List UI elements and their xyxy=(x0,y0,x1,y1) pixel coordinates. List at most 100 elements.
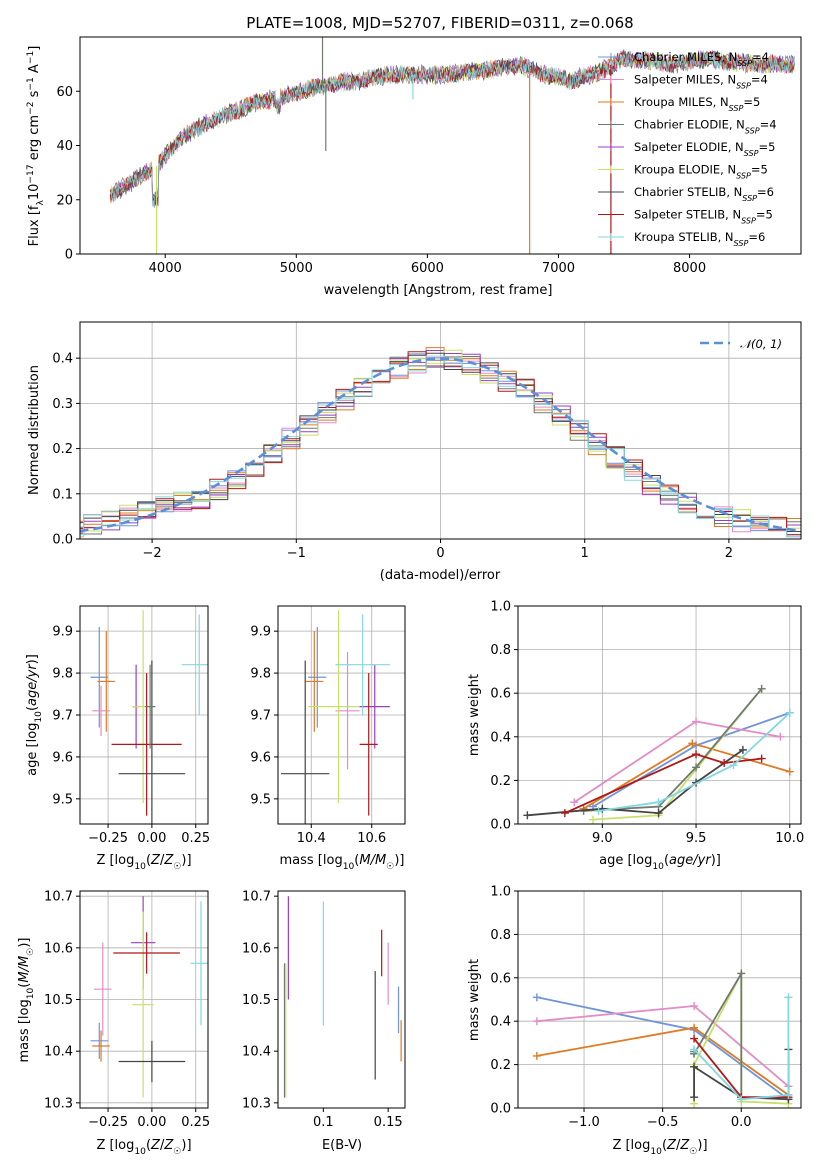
weight-marker xyxy=(594,806,603,815)
weight-marker xyxy=(690,1023,699,1032)
x-axis-label-age-vs-z-part: )] xyxy=(181,853,191,868)
legend-entry-part: =5 xyxy=(756,208,773,222)
y-tick-label: 0.6 xyxy=(490,971,511,986)
legend-entry-part: Kroupa ELODIE, N xyxy=(634,163,736,177)
legend-entry-part: SSP xyxy=(745,126,760,135)
y-axis-label-spectrum: Flux [fλ10−17 erg cm−2 s−1 A−1] xyxy=(26,46,46,247)
y-tick-label: 10.4 xyxy=(242,1045,271,1060)
weight-marker xyxy=(523,811,532,820)
y-tick-label: 0.4 xyxy=(52,352,73,367)
weight-marker xyxy=(737,969,746,978)
x-axis-label-weight-vs-age-part: )] xyxy=(711,853,721,868)
plot-area-weight_vs_age xyxy=(523,684,794,824)
legend-entry-part: =4 xyxy=(751,73,768,87)
axes-age_vs_mass: 10.4 10.6 9.5 9.6 9.7 9.8 9.9 xyxy=(250,605,406,846)
x-tick-label: 10.6 xyxy=(357,831,386,846)
y-tick-label: 9.8 xyxy=(250,667,271,682)
legend-entry-part: Chabrier STELIB, N xyxy=(634,185,742,199)
weight-marker xyxy=(784,993,793,1002)
legend-residuals: 𝒩(0, 1) xyxy=(700,337,782,351)
weight-marker xyxy=(784,1090,793,1099)
y-tick-label: 0.1 xyxy=(52,487,73,502)
normal-curve xyxy=(80,357,801,533)
x-axis-label-weight-vs-z-part: Z xyxy=(679,1138,690,1153)
axes-mass_vs_ebv: 0.1 0.15 10.3 10.4 10.5 10.6 10.7 xyxy=(242,890,406,1130)
weight-line xyxy=(598,712,791,812)
x-axis-label-weight-vs-z-part: Z [log xyxy=(612,1138,650,1153)
y-tick-label: 60 xyxy=(56,85,73,100)
x-axis-label-age-vs-z-part: ☉ xyxy=(173,862,181,872)
x-axis-label-weight-vs-age-part: ( xyxy=(664,853,669,868)
y-tick-label: 0.0 xyxy=(490,1102,511,1117)
x-tick-label: 1 xyxy=(581,546,589,561)
y-axis-label-mass-vs-z-part: ( xyxy=(17,983,32,988)
y-tick-label: 0.0 xyxy=(490,818,511,833)
axes-weight_vs_age: 9.0 9.5 10.0 0.0 0.2 0.4 0.6 0.8 1.0 xyxy=(490,600,804,847)
x-axis-label-spectrum: wavelength [Angstrom, rest frame] xyxy=(324,283,553,298)
weight-marker xyxy=(532,993,541,1002)
weight-line xyxy=(564,753,762,814)
weight-marker xyxy=(570,798,579,807)
x-axis-label-mass-vs-z-part: ( xyxy=(146,1138,151,1153)
legend-entry-part: =5 xyxy=(751,163,768,177)
y-axis-label-spectrum-part: erg cm xyxy=(27,115,42,164)
x-axis-label-age-vs-mass: mass [log10(M/M☉)] xyxy=(280,853,405,872)
legend-entry: Salpeter STELIB, NSSP=5 xyxy=(634,208,773,226)
x-tick-label: −2 xyxy=(143,546,162,561)
legend-entry: Salpeter MILES, NSSP=4 xyxy=(634,73,768,91)
legend-entry-part: SSP xyxy=(737,59,752,68)
x-axis-label-age-vs-z: Z [log10(Z/Z☉)] xyxy=(96,853,191,872)
y-tick-label: 0.0 xyxy=(52,533,73,548)
y-axis-label-spectrum-part: −2 xyxy=(26,102,36,115)
y-axis-label-age-vs-z-part: age [log xyxy=(25,723,40,776)
legend-entry-part: SSP xyxy=(736,81,751,90)
y-tick-label: 1.0 xyxy=(490,885,511,900)
y-tick-label: 0.8 xyxy=(490,928,511,943)
axes-residuals: −2 −1 0 1 2 0.0 0.1 0.2 0.3 0.4 xyxy=(52,321,802,561)
y-axis-label-mass-vs-z-part: )] xyxy=(17,938,32,948)
x-axis-label-weight-vs-z-part: )] xyxy=(697,1138,707,1153)
weight-marker xyxy=(690,1002,699,1011)
y-tick-label: 10.6 xyxy=(44,941,73,956)
x-axis-label-age-vs-mass-part: )] xyxy=(394,853,404,868)
plot-area-mass_vs_Z xyxy=(90,896,208,1098)
legend-entry-part: =5 xyxy=(743,95,760,109)
x-axis-label-mass-vs-z-part: ☉ xyxy=(173,1147,181,1157)
weight-marker xyxy=(785,708,794,717)
weight-marker xyxy=(738,745,747,754)
x-tick-label: 0.25 xyxy=(181,1115,210,1130)
x-axis-label-weight-vs-z: Z [log10(Z/Z☉)] xyxy=(612,1138,707,1157)
x-axis-label-mass-vs-z-part: 10 xyxy=(134,1147,146,1157)
x-axis-label-mass-vs-z-part: )] xyxy=(181,1138,191,1153)
y-tick-label: 9.6 xyxy=(52,750,73,765)
y-tick-label: 20 xyxy=(56,193,73,208)
weight-marker xyxy=(690,1093,699,1102)
plot-area-spectrum xyxy=(109,37,795,254)
y-axis-label-age-vs-z: age [log10(age/yr)] xyxy=(25,654,44,776)
y-tick-label: 0.2 xyxy=(52,442,73,457)
x-tick-label: −0.25 xyxy=(88,1115,128,1130)
y-tick-label: 0.2 xyxy=(490,1058,511,1073)
axes-weight_vs_Z: −1.0 −0.5 0.0 0.0 0.2 0.4 0.6 0.8 1.0 xyxy=(490,885,802,1130)
histogram-step xyxy=(80,355,801,538)
legend-entry: Chabrier MILES, NSSP=4 xyxy=(634,50,769,68)
x-axis-label-mass-vs-z-part: Z xyxy=(150,1138,161,1153)
y-axis-label-mass-vs-z-part: mass [log xyxy=(17,999,32,1062)
x-axis-label-age-vs-z-part: Z xyxy=(163,853,174,868)
weight-marker xyxy=(588,815,597,824)
x-tick-label: 0.15 xyxy=(374,1115,403,1130)
legend-spectrum: Chabrier MILES, NSSP=4 Salpeter MILES, NS… xyxy=(598,50,777,248)
x-axis-label-age-vs-mass-part: ☉ xyxy=(386,862,394,872)
x-axis-label-weight-vs-z-part: / xyxy=(676,1138,681,1153)
axes-frame xyxy=(277,890,406,1109)
x-tick-label: 0.25 xyxy=(181,831,210,846)
x-axis-label-mass-vs-z-part: Z [log xyxy=(96,1138,134,1153)
plot-area-age_vs_mass xyxy=(281,610,390,824)
spectrum-line xyxy=(109,50,795,207)
y-tick-label: 10.5 xyxy=(44,993,73,1008)
x-axis-label-age-vs-z-part: Z [log xyxy=(96,853,134,868)
legend-entry-part: Chabrier ELODIE, N xyxy=(634,118,745,132)
y-axis-label-age-vs-z-part: ( xyxy=(25,706,40,711)
y-axis-label-spectrum-part: ] xyxy=(27,46,42,51)
